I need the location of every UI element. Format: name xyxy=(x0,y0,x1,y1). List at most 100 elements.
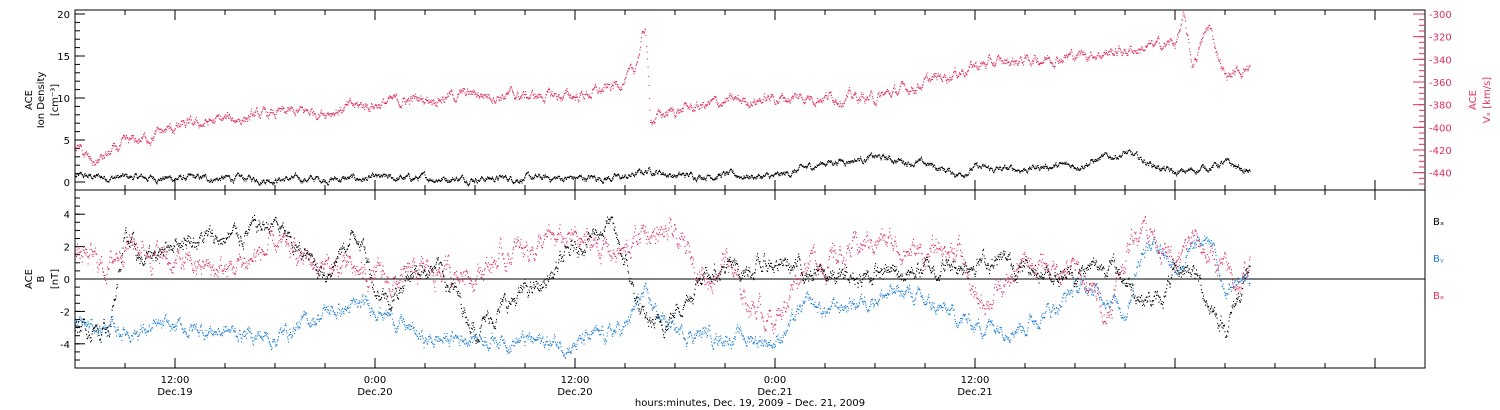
density-point xyxy=(362,177,364,179)
density-point xyxy=(767,173,769,175)
velocity-point xyxy=(445,98,447,100)
density-point xyxy=(115,175,117,177)
velocity-point xyxy=(680,111,682,113)
velocity-point xyxy=(896,92,898,94)
density-point xyxy=(83,177,85,179)
velocity-point xyxy=(818,100,820,102)
density-point xyxy=(1087,165,1089,167)
density-point xyxy=(725,173,727,175)
density-point xyxy=(1245,171,1247,173)
velocity-point xyxy=(1207,29,1209,31)
density-point xyxy=(984,164,986,166)
velocity-point xyxy=(320,111,322,113)
density-point xyxy=(796,171,798,173)
density-point xyxy=(720,175,722,177)
velocity-point xyxy=(264,108,266,110)
velocity-point xyxy=(344,104,346,106)
density-point xyxy=(353,175,355,177)
density-point xyxy=(505,175,507,177)
density-point xyxy=(273,181,275,183)
velocity-point xyxy=(593,88,595,90)
density-point xyxy=(1156,166,1158,168)
density-point xyxy=(946,170,948,172)
velocity-point xyxy=(832,101,834,103)
density-point xyxy=(825,165,827,167)
by-point xyxy=(120,334,122,336)
velocity-point xyxy=(304,108,306,110)
density-point xyxy=(151,176,153,178)
velocity-point xyxy=(797,97,799,99)
density-point xyxy=(596,180,598,182)
velocity-point xyxy=(680,109,682,111)
velocity-point xyxy=(1006,59,1008,61)
density-point xyxy=(920,157,922,159)
density-point xyxy=(1029,166,1031,168)
velocity-point xyxy=(431,101,433,103)
velocity-point xyxy=(1027,54,1029,56)
density-point xyxy=(809,163,811,165)
velocity-point xyxy=(815,106,817,108)
density-point xyxy=(982,164,984,166)
by-point xyxy=(86,323,88,325)
density-point xyxy=(364,179,366,181)
velocity-point xyxy=(1070,50,1072,52)
density-point xyxy=(1100,157,1102,159)
density-point xyxy=(368,174,370,176)
density-point xyxy=(820,161,822,163)
velocity-point xyxy=(562,99,564,101)
velocity-point xyxy=(80,144,82,146)
density-point xyxy=(1158,167,1160,169)
density-point xyxy=(446,179,448,181)
density-point xyxy=(571,178,573,180)
density-point xyxy=(358,180,360,182)
velocity-point xyxy=(288,106,290,108)
density-point xyxy=(743,177,745,179)
velocity-point xyxy=(1005,60,1007,62)
velocity-point xyxy=(1231,76,1233,78)
velocity-point xyxy=(878,91,880,93)
velocity-point xyxy=(128,142,130,144)
velocity-point xyxy=(407,100,409,102)
density-point xyxy=(859,158,861,160)
density-point xyxy=(1107,156,1109,158)
velocity-point xyxy=(525,91,527,93)
density-point xyxy=(119,176,121,178)
density-point xyxy=(646,172,648,174)
density-ylabel-line2: Ion Density xyxy=(36,72,47,129)
velocity-point xyxy=(439,98,441,100)
velocity-point xyxy=(711,99,713,101)
velocity-point xyxy=(285,111,287,113)
velocity-point xyxy=(90,157,92,159)
density-point xyxy=(1033,167,1035,169)
velocity-point xyxy=(1140,48,1142,50)
velocity-point xyxy=(446,96,448,98)
by-point xyxy=(145,328,147,330)
velocity-point xyxy=(251,108,253,110)
velocity-point xyxy=(1242,72,1244,74)
velocity-point xyxy=(962,70,964,72)
density-point xyxy=(206,179,208,181)
velocity-point xyxy=(481,93,483,95)
velocity-point xyxy=(1002,60,1004,62)
density-point xyxy=(186,178,188,180)
by-point xyxy=(140,329,142,331)
velocity-point xyxy=(213,119,215,121)
velocity-point xyxy=(392,98,394,100)
velocity-point xyxy=(850,93,852,95)
density-point xyxy=(314,178,316,180)
velocity-point xyxy=(852,97,854,99)
density-point xyxy=(386,175,388,177)
velocity-point xyxy=(248,116,250,118)
density-point xyxy=(1044,167,1046,169)
density-tick-label: 10 xyxy=(57,94,70,105)
velocity-point xyxy=(296,109,298,111)
density-point xyxy=(1019,172,1021,174)
velocity-point xyxy=(526,97,528,99)
bottom-panel-points xyxy=(75,214,1251,359)
velocity-point xyxy=(178,123,180,125)
velocity-point xyxy=(348,101,350,103)
velocity-point xyxy=(463,90,465,92)
density-point xyxy=(635,172,637,174)
density-point xyxy=(1025,170,1027,172)
density-point xyxy=(563,181,565,183)
